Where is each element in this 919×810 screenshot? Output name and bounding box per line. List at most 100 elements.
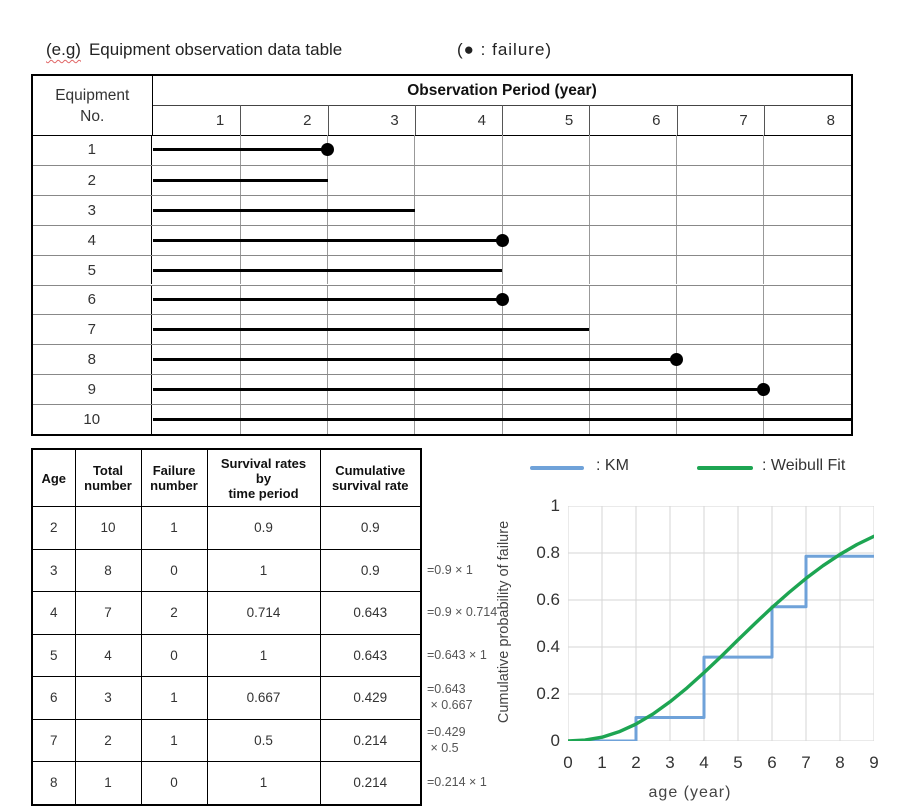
table-row: 2 10 1 0.9 0.9 (31, 506, 422, 550)
observation-bar (153, 328, 590, 332)
calculation-note: =0.214 × 1 (427, 775, 487, 790)
header-divider (33, 135, 851, 136)
equipment-no: 8 (33, 345, 152, 375)
failure-legend: (● : failure) (457, 40, 553, 59)
cell-gridline (676, 195, 677, 225)
observation-bar (153, 268, 502, 272)
equipment-row: 8 (33, 344, 851, 375)
y-tick: 0.2 (536, 684, 560, 703)
observation-area (153, 345, 851, 375)
calculation-note: =0.9 × 0.714 (427, 605, 498, 620)
table-header-cell: Survival rates by time period (206, 448, 321, 507)
table-cell: 7 (74, 591, 142, 635)
equipment-no: 10 (33, 405, 152, 434)
observation-area (153, 225, 851, 255)
table-cell: 0.429 (319, 676, 422, 720)
observation-bar (153, 358, 677, 362)
cell-gridline (763, 225, 765, 255)
cell-gridline (676, 315, 677, 345)
observation-bar (153, 148, 328, 152)
y-tick: 0.6 (536, 590, 560, 609)
y-tick: 1 (550, 496, 560, 515)
cell-gridline (414, 165, 416, 195)
table-cell: 2 (140, 591, 208, 635)
equipment-no: 4 (33, 225, 152, 255)
cell-gridline (588, 225, 590, 255)
table-header-cell: Age (31, 448, 76, 507)
x-tick: 3 (665, 753, 675, 772)
x-tick: 2 (631, 753, 641, 772)
table-cell: 0.643 (319, 633, 422, 677)
table-row: 3 8 0 1 0.9 (31, 548, 422, 592)
y-tick: 0.4 (536, 637, 560, 656)
table-row: 4 7 2 0.714 0.643 (31, 591, 422, 635)
equipment-row: 10 (33, 404, 851, 434)
table-row: 5 4 0 1 0.643 (31, 633, 422, 677)
table-cell: 8 (31, 761, 76, 805)
table-row: 7 2 1 0.5 0.214 (31, 718, 422, 762)
table-cell: 2 (74, 718, 142, 762)
y-tick: 0.8 (536, 543, 560, 562)
year-header-cell: 6 (589, 105, 676, 135)
observation-area (153, 375, 851, 405)
period-header: Observation Period (year) (153, 76, 851, 106)
table-cell: 0 (140, 633, 208, 677)
year-header-cell: 5 (502, 105, 589, 135)
cell-gridline (501, 165, 503, 195)
equipment-row: 7 (33, 314, 851, 345)
equipment-no: 9 (33, 375, 152, 405)
page-title: (e.g) Equipment observation data table (46, 40, 342, 60)
cell-gridline (588, 285, 590, 315)
table-cell: 3 (74, 676, 142, 720)
table-cell: 1 (206, 633, 321, 677)
year-header-cell: 1 (215, 111, 225, 129)
calculation-note: =0.643 × 1 (427, 647, 487, 662)
calculation-note: =0.643 × 0.667 (427, 682, 473, 713)
cell-gridline (588, 195, 590, 225)
cell-gridline (588, 165, 590, 195)
cell-gridline (676, 165, 677, 195)
table-row: 6 3 1 0.667 0.429 (31, 676, 422, 720)
table-cell: 4 (74, 633, 142, 677)
table-cell: 6 (31, 676, 76, 720)
x-tick: 5 (733, 753, 743, 772)
x-tick: 7 (801, 753, 811, 772)
table-cell: 0.667 (206, 676, 321, 720)
cell-gridline (763, 135, 765, 165)
cell-gridline (676, 285, 677, 315)
equipment-no: 7 (33, 315, 152, 345)
legend-weibull-label: : Weibull Fit (762, 457, 846, 474)
observation-area (153, 285, 851, 315)
cell-gridline (327, 165, 328, 195)
year-header-cell: 7 (676, 105, 764, 135)
cell-gridline (763, 285, 765, 315)
observation-bar (153, 298, 502, 302)
x-tick: 4 (699, 753, 709, 772)
failure-dot-icon (495, 293, 509, 307)
cell-gridline (588, 315, 590, 345)
failure-dot-icon (757, 383, 771, 397)
title-text: Equipment observation data table (88, 40, 343, 59)
table-cell: 0.714 (206, 591, 321, 635)
table-header-cell: Total number (74, 448, 142, 507)
legend-km-label: : KM (596, 457, 629, 474)
calculation-note: =0.429 × 0.5 (427, 724, 466, 755)
cell-gridline (763, 255, 765, 285)
legend-weibull-swatch (697, 466, 753, 470)
equipment-no: 3 (33, 195, 152, 225)
table-cell: 0.9 (319, 548, 422, 592)
observation-area (153, 195, 851, 225)
observation-bar (153, 418, 851, 422)
observation-area (153, 135, 851, 165)
observation-area (153, 315, 851, 345)
observation-table: Equipment No. Observation Period (year) … (31, 74, 853, 436)
table-header-cell: Failure number (140, 448, 208, 507)
table-cell: 7 (31, 718, 76, 762)
observation-bar (153, 388, 764, 392)
cell-gridline (676, 255, 677, 285)
table-cell: 0 (140, 548, 208, 592)
year-header-cell: 8 (763, 105, 851, 135)
cell-gridline (588, 255, 590, 285)
year-header-cell: 2 (240, 105, 327, 135)
